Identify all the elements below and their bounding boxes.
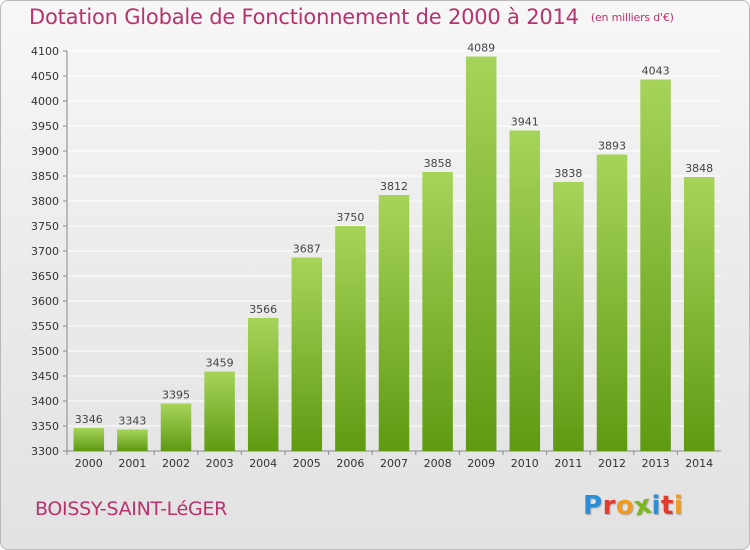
bar	[291, 257, 323, 451]
y-tick-label: 3500	[31, 345, 59, 358]
bar-value-label: 3566	[249, 303, 277, 316]
bar-value-label: 4089	[467, 42, 495, 55]
x-tick-label: 2007	[380, 457, 408, 470]
x-tick-label: 2006	[336, 457, 364, 470]
x-tick-label: 2002	[162, 457, 190, 470]
logo-letter: i	[673, 491, 684, 521]
bar-value-label: 3395	[162, 389, 190, 402]
bar-value-label: 3812	[380, 180, 408, 193]
x-tick-label: 2013	[642, 457, 670, 470]
x-tick-label: 2008	[424, 457, 452, 470]
x-tick-label: 2012	[598, 457, 626, 470]
bar-value-label: 3838	[554, 167, 582, 180]
y-tick-label: 3550	[31, 320, 59, 333]
y-tick-label: 3650	[31, 270, 59, 283]
y-tick-label: 3700	[31, 245, 59, 258]
bar	[247, 318, 279, 451]
bar-value-label: 3941	[511, 116, 539, 129]
bar	[335, 226, 366, 451]
bar	[117, 429, 148, 451]
y-tick-label: 3400	[31, 395, 59, 408]
bar-value-label: 3687	[293, 243, 321, 256]
y-tick-label: 3800	[31, 195, 59, 208]
logo-letter: i	[651, 491, 661, 521]
bar	[596, 154, 628, 451]
y-tick-label: 3750	[31, 220, 59, 233]
logo-letter: P	[583, 491, 603, 521]
bar	[422, 172, 453, 451]
bar	[509, 130, 541, 451]
chart-unit: (en milliers d'€)	[590, 11, 674, 24]
bar	[640, 79, 671, 451]
bar	[204, 371, 235, 451]
y-tick-label: 3450	[31, 370, 59, 383]
bar	[683, 177, 715, 451]
y-tick-label: 3850	[31, 170, 59, 183]
bar	[465, 56, 497, 451]
x-tick-label: 2010	[511, 457, 539, 470]
x-tick-label: 2005	[293, 457, 321, 470]
y-tick-label: 3900	[31, 145, 59, 158]
proxiti-logo: Proxiti	[583, 490, 684, 523]
x-tick-label: 2009	[467, 457, 495, 470]
city-name: BOISSY-SAINT-LéGER	[35, 498, 228, 520]
bar	[378, 195, 410, 451]
x-tick-label: 2014	[685, 457, 713, 470]
x-tick-label: 2003	[206, 457, 234, 470]
bar-value-label: 4043	[642, 65, 670, 78]
bar-value-label: 3459	[206, 357, 234, 370]
bar	[553, 182, 584, 451]
y-tick-label: 4000	[31, 95, 59, 108]
y-tick-label: 4100	[31, 45, 59, 58]
chart-title-text: Dotation Globale de Fonctionnement de 20…	[29, 5, 579, 29]
bar	[73, 428, 105, 451]
x-tick-label: 2004	[249, 457, 277, 470]
bar-value-label: 3346	[75, 413, 103, 426]
chart-title: Dotation Globale de Fonctionnement de 20…	[29, 5, 674, 29]
y-tick-label: 4050	[31, 70, 59, 83]
x-tick-label: 2001	[118, 457, 146, 470]
logo-letter: o	[615, 491, 635, 521]
bar-value-label: 3848	[685, 162, 713, 175]
bar-value-label: 3750	[336, 211, 364, 224]
x-tick-label: 2011	[554, 457, 582, 470]
bar	[160, 403, 192, 451]
bar-value-label: 3343	[118, 415, 146, 428]
bar-value-label: 3858	[424, 157, 452, 170]
y-tick-label: 3300	[31, 445, 59, 458]
x-tick-label: 2000	[75, 457, 103, 470]
y-tick-label: 3950	[31, 120, 59, 133]
y-tick-label: 3350	[31, 420, 59, 433]
logo-letter: t	[660, 491, 674, 521]
bar-value-label: 3893	[598, 140, 626, 153]
logo-letter: r	[602, 491, 616, 521]
y-tick-label: 3600	[31, 295, 59, 308]
